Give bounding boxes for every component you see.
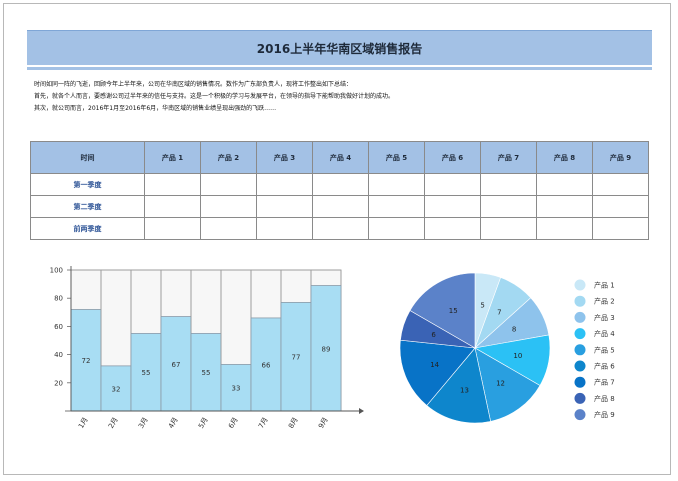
x-tick-label: 6月 (227, 416, 240, 430)
intro-text: 时间如同一阵的飞逝，回顾今年上半年来，公司在华南区域的销售情况。数作为广东部负责… (34, 79, 644, 115)
bar-value-label: 67 (172, 361, 181, 369)
pie-value-label: 8 (512, 325, 516, 333)
header-cell: 产品 3 (256, 141, 313, 174)
report-title-bar: 2016上半年华南区域销售报告 (27, 30, 652, 65)
intro-line: 时间如同一阵的飞逝，回顾今年上半年来，公司在华南区域的销售情况。数作为广东部负责… (34, 81, 353, 88)
table-row: 第一季度 (30, 173, 649, 196)
x-tick-label: 9月 (317, 416, 330, 430)
legend-swatch (574, 409, 586, 421)
pie-value-label: 10 (513, 352, 522, 360)
y-tick-label: 60 (54, 323, 63, 331)
x-tick-label: 7月 (257, 416, 270, 430)
bar (310, 285, 342, 412)
y-tick-label: 20 (54, 379, 63, 387)
x-tick-label: 8月 (287, 416, 300, 430)
legend-swatch (574, 360, 586, 372)
pie-value-label: 15 (449, 307, 458, 315)
legend-swatch (574, 376, 586, 388)
pie-value-label: 14 (430, 361, 439, 369)
title-underline (27, 67, 652, 70)
legend-swatch (574, 328, 586, 340)
legend-label: 产品 9 (594, 410, 615, 419)
header-cell: 产品 5 (368, 141, 425, 174)
bar-value-label: 55 (202, 369, 211, 377)
y-tick-label: 80 (54, 295, 63, 303)
legend-label: 产品 6 (594, 362, 615, 371)
legend-swatch (574, 279, 586, 291)
report-title: 2016上半年华南区域销售报告 (256, 41, 423, 56)
bar-value-label: 77 (292, 354, 301, 362)
header-cell: 产品 8 (536, 141, 593, 174)
header-cell: 产品 2 (200, 141, 257, 174)
x-tick-label: 3月 (137, 416, 150, 430)
bar-value-label: 89 (322, 345, 331, 353)
bar (220, 364, 252, 412)
y-tick-label: 100 (50, 267, 63, 275)
pie-value-label: 13 (460, 387, 469, 395)
x-tick-label: 4月 (167, 416, 180, 430)
legend-label: 产品 4 (594, 329, 615, 338)
legend-label: 产品 2 (594, 297, 615, 306)
pie-slice (399, 339, 476, 406)
pie-slice (474, 347, 541, 422)
intro-line: 其次，就公司而言，2016年1月至2016年6月，华南区域的销售业绩呈现出强劲的… (34, 105, 277, 112)
sales-table: 时间 产品 1 产品 2 产品 3 产品 4 产品 5 产品 6 产品 7 产品… (30, 141, 649, 240)
legend-swatch (574, 311, 586, 323)
pie-value-label: 7 (497, 308, 501, 316)
legend-swatch (574, 295, 586, 307)
bar-value-label: 32 (112, 385, 121, 393)
legend-label: 产品 3 (594, 313, 615, 322)
bar-value-label: 33 (232, 385, 241, 393)
bar-value-label: 72 (82, 357, 91, 365)
legend-label: 产品 1 (594, 281, 615, 290)
header-cell: 时间 (30, 141, 145, 174)
legend-label: 产品 7 (594, 378, 615, 387)
bar-value-label: 66 (262, 361, 271, 369)
bar (190, 333, 222, 412)
table-cell[interactable] (592, 217, 649, 240)
bar-value-label: 55 (142, 369, 151, 377)
legend-swatch (574, 392, 586, 404)
legend-swatch (574, 344, 586, 356)
x-axis-arrow (359, 408, 364, 414)
bar (250, 317, 282, 412)
bar (100, 365, 132, 412)
intro-line: 首先，就各个人而言，要感谢公司过半年来的信任与支持。这是一个积极的学习与发展平台… (34, 93, 395, 100)
x-tick-label: 1月 (77, 416, 90, 430)
pie-value-label: 6 (431, 331, 436, 339)
pie-value-label: 5 (480, 302, 484, 310)
pie-slice (426, 347, 491, 424)
table-header-row: 时间 产品 1 产品 2 产品 3 产品 4 产品 5 产品 6 产品 7 产品… (30, 141, 649, 174)
table-row: 前两季度 (30, 217, 649, 240)
x-tick-label: 2月 (107, 416, 120, 430)
pie-value-label: 12 (496, 380, 505, 388)
x-tick-label: 5月 (197, 416, 210, 430)
pie-slice (409, 272, 476, 349)
legend-label: 产品 8 (594, 394, 615, 403)
y-tick-label: 40 (54, 351, 63, 359)
legend-label: 产品 5 (594, 345, 615, 354)
table-row: 第二季度 (30, 195, 649, 218)
